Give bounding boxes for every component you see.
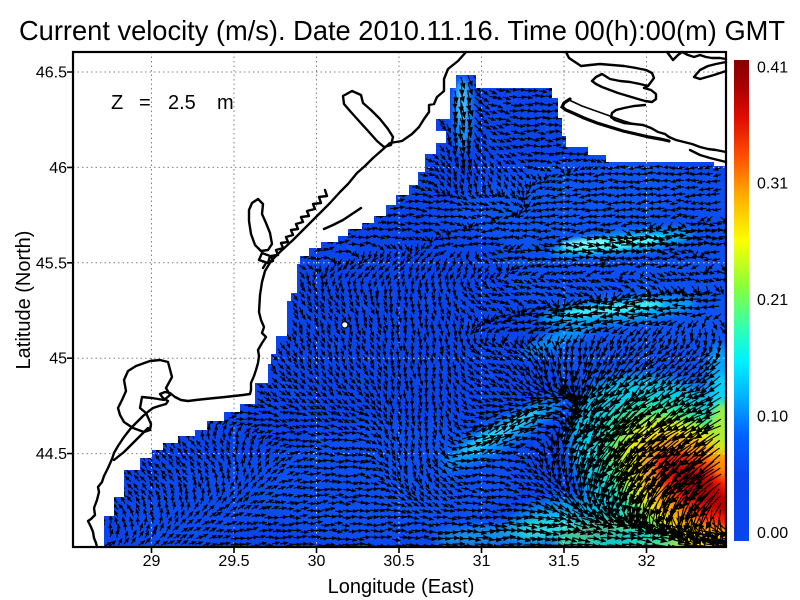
svg-text:31: 31 [473, 553, 491, 570]
svg-text:Current velocity (m/s). Date 2: Current velocity (m/s). Date 2010.11.16.… [19, 15, 785, 46]
svg-text:0.31: 0.31 [757, 176, 788, 193]
svg-text:0.10: 0.10 [757, 409, 788, 426]
svg-text:Longitude (East): Longitude (East) [328, 576, 475, 598]
svg-text:Latitude (North): Latitude (North) [13, 231, 35, 370]
svg-text:45.5: 45.5 [36, 255, 67, 272]
svg-text:29.5: 29.5 [218, 553, 249, 570]
svg-text:32: 32 [638, 553, 656, 570]
svg-text:30.5: 30.5 [383, 553, 414, 570]
svg-text:29: 29 [143, 553, 161, 570]
svg-text:46.5: 46.5 [36, 65, 67, 82]
svg-text:31.5: 31.5 [548, 553, 579, 570]
svg-text:Z=2.5m: Z = 2.5 m [111, 92, 234, 114]
svg-text:46: 46 [49, 160, 67, 177]
svg-text:44.5: 44.5 [36, 446, 67, 463]
svg-text:0.21: 0.21 [757, 292, 788, 309]
svg-text:0.00: 0.00 [757, 525, 788, 542]
svg-text:0.41: 0.41 [757, 60, 788, 77]
svg-text:45: 45 [49, 351, 67, 368]
svg-text:30: 30 [308, 553, 326, 570]
